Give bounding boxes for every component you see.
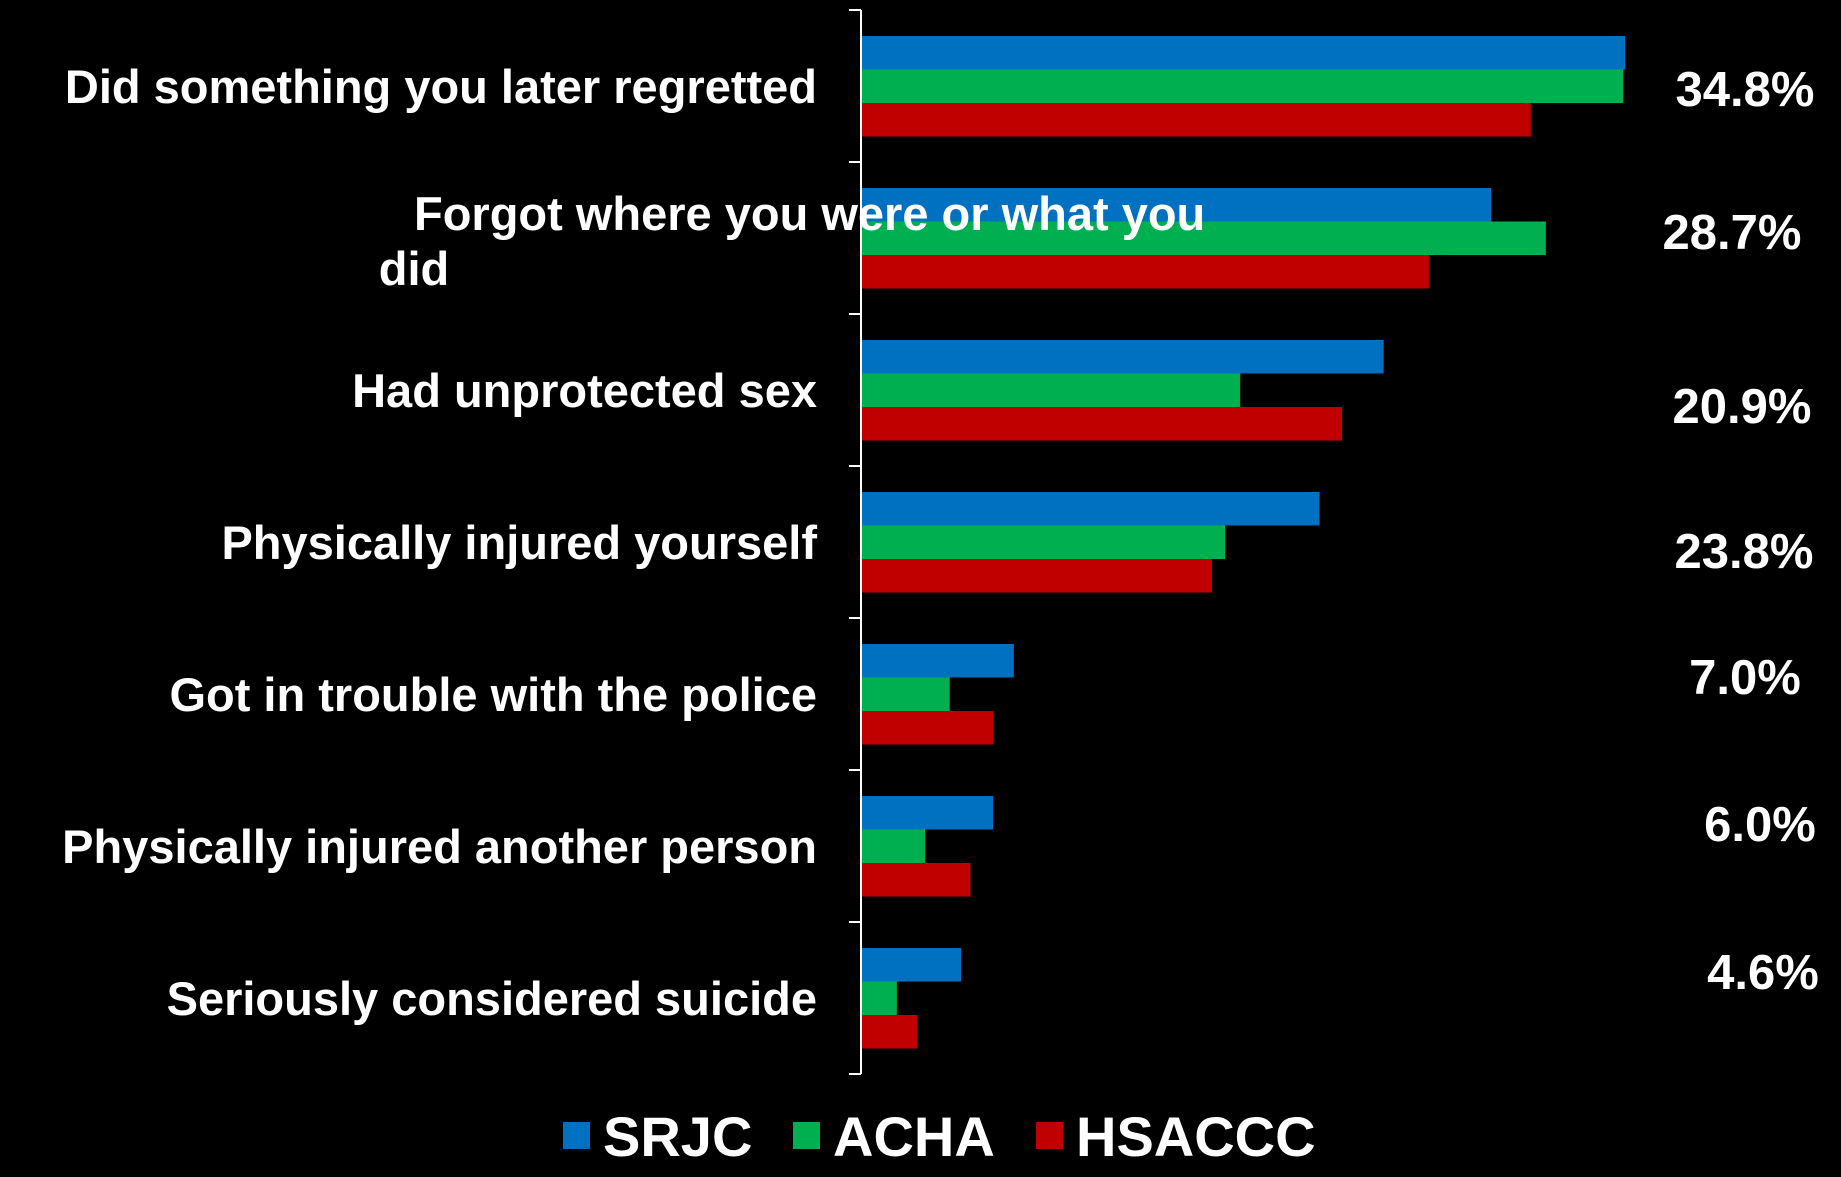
bar-acha-6 [861,981,897,1015]
category-label-line: Seriously considered suicide [167,972,817,1025]
bar-srjc-0 [861,36,1626,70]
category-label-1: Forgot where you were or what you did [379,187,1206,295]
category-label-line: Physically injured another person [62,820,817,873]
category-label-line: Forgot where you were or what you [414,187,1205,240]
bar-hsaccc-3 [861,559,1212,593]
bar-acha-1 [861,221,1546,255]
category-label-line: Had unprotected sex [352,364,817,417]
value-labels: 34.8% 28.7% 20.9% 23.8% 7.0% 6.0% 4.6% [1663,63,1819,1000]
bar-acha-5 [861,829,926,863]
bar-srjc-5 [861,796,994,830]
category-label-5: Physically injured another person [62,820,817,873]
category-label-line: did [379,242,449,295]
category-label-6: Seriously considered suicide [167,972,817,1025]
category-labels: Did something you later regretted Forgot … [62,60,1205,1025]
bar-acha-3 [861,525,1226,559]
category-label-3: Physically injured yourself [221,516,817,569]
value-label-4: 7.0% [1689,651,1801,705]
bar-hsaccc-1 [861,255,1429,289]
category-label-line: Got in trouble with the police [169,668,817,721]
bar-acha-2 [861,373,1241,407]
value-label-3: 23.8% [1675,525,1814,579]
legend-label-srjc: SRJC [603,1105,752,1168]
legend: SRJC ACHA HSACCC [563,1105,1316,1168]
bar-hsaccc-4 [861,711,994,745]
bar-hsaccc-0 [861,103,1531,137]
legend-swatch-hsaccc [1036,1122,1063,1149]
value-label-2: 20.9% [1673,380,1812,434]
bar-hsaccc-2 [861,407,1343,441]
value-label-0: 34.8% [1676,63,1815,117]
legend-swatch-srjc [563,1122,590,1149]
value-label-6: 4.6% [1707,946,1819,1000]
bar-srjc-6 [861,948,961,982]
bar-srjc-1 [861,188,1492,222]
category-label-2: Had unprotected sex [352,364,817,417]
value-label-5: 6.0% [1704,798,1816,852]
bars-layer [861,36,1626,1049]
legend-label-hsaccc: HSACCC [1076,1105,1316,1168]
category-label-line: Did something you later regretted [65,60,817,113]
bar-acha-4 [861,677,950,711]
bar-hsaccc-5 [861,863,971,897]
category-label-0: Did something you later regretted [65,60,817,113]
category-label-line: Physically injured yourself [221,516,817,569]
legend-label-acha: ACHA [833,1105,995,1168]
bar-srjc-2 [861,340,1384,374]
bar-srjc-4 [861,644,1014,678]
bar-hsaccc-6 [861,1015,918,1049]
y-axis [849,9,862,1075]
bar-srjc-3 [861,492,1320,526]
bar-acha-0 [861,69,1624,103]
value-label-1: 28.7% [1663,206,1802,260]
category-label-4: Got in trouble with the police [169,668,817,721]
legend-swatch-acha [793,1122,820,1149]
